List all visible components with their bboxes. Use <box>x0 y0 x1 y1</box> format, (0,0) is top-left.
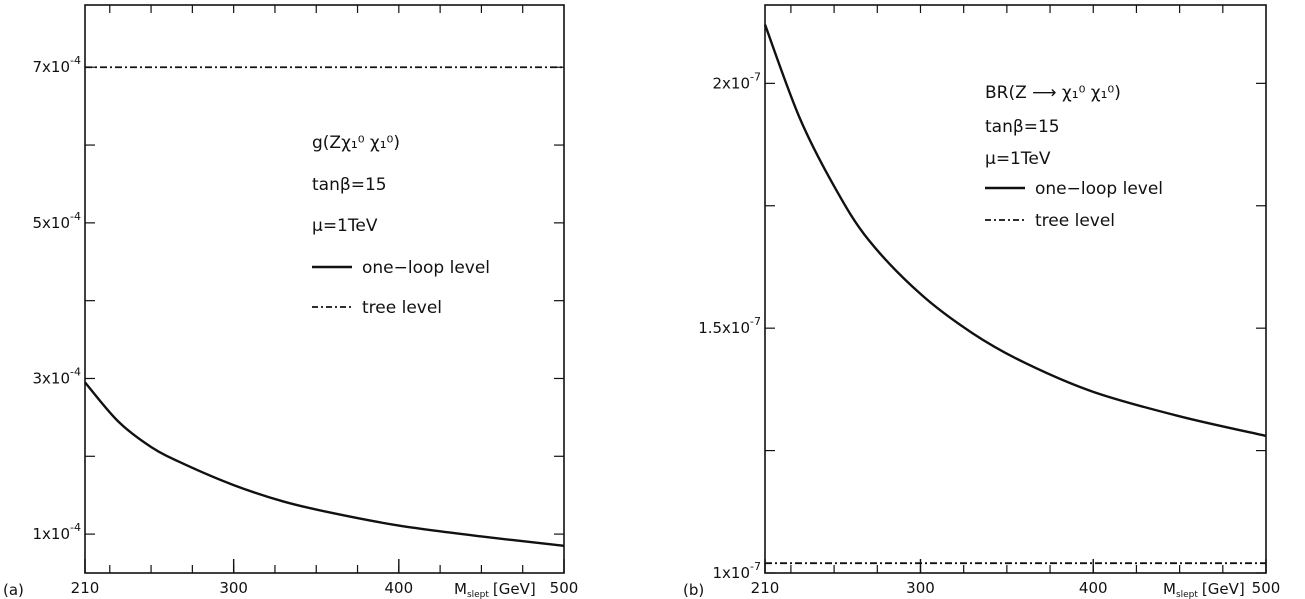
x-tick-label-b: 400 <box>1079 579 1108 597</box>
legend-entry-oneloop-b: one−loop level <box>1035 179 1163 199</box>
legend-entry-tree-b: tree level <box>1035 211 1115 231</box>
x-axis-title-a: Mslept [GeV] <box>454 580 536 599</box>
legend-a: g(Zχ₁⁰ χ₁⁰) tanβ=15 μ=1TeV one−loop leve… <box>312 133 490 318</box>
series-a <box>84 66 565 547</box>
x-tick-label-b: 300 <box>906 579 935 597</box>
legend-line-mu-a: μ=1TeV <box>312 216 378 236</box>
y-tick-label-a: 5x10-4 <box>33 210 81 232</box>
panel-a: 210 300 400 500 1x10-4 3x10-4 5x10-4 7x10-4 (a)… <box>3 4 579 599</box>
legend-line-mu-b: μ=1TeV <box>985 149 1051 169</box>
series-b <box>763 24 1267 565</box>
y-tick-label-b: 1x10-7 <box>713 560 761 582</box>
x-tick-label-a: 500 <box>550 579 579 597</box>
panel-label-b: (b) <box>683 581 704 599</box>
legend-title-b: BR(Z ⟶ χ₁⁰ χ₁⁰) <box>985 83 1121 103</box>
y-tick-label-b: 2x10-7 <box>713 70 761 92</box>
legend-entry-tree-a: tree level <box>362 298 442 318</box>
legend-entry-oneloop-a: one−loop level <box>362 258 490 278</box>
x-tick-label-a: 210 <box>71 579 100 597</box>
ticks-b: 210 300 400 500 1x10-7 1.5x10-7 2x10-7 <box>698 5 1280 597</box>
panel-b: 210 300 400 500 1x10-7 1.5x10-7 2x10-7 (b) Msl… <box>683 4 1280 599</box>
ticks-a: 210 300 400 500 1x10-4 3x10-4 5x10-4 7x10-4 <box>33 5 579 597</box>
plot-frame-b <box>764 4 1267 574</box>
x-tick-label-b: 210 <box>751 579 780 597</box>
panel-label-a: (a) <box>3 581 24 599</box>
legend-line-tanb-b: tanβ=15 <box>985 117 1060 137</box>
legend-line-tanb-a: tanβ=15 <box>312 175 387 195</box>
y-tick-label-a: 1x10-4 <box>33 521 81 543</box>
x-tick-label-a: 400 <box>385 579 414 597</box>
one-loop-line-a <box>84 381 565 547</box>
y-tick-label-a: 3x10-4 <box>33 365 81 387</box>
x-tick-label-b: 500 <box>1252 579 1281 597</box>
plot-frame-a <box>84 4 565 574</box>
one-loop-line-b <box>763 24 1267 438</box>
y-tick-label-a: 7x10-4 <box>33 54 81 76</box>
x-axis-title-b: Mslept [GeV] <box>1163 580 1245 599</box>
legend-b: BR(Z ⟶ χ₁⁰ χ₁⁰) tanβ=15 μ=1TeV one−loop … <box>985 83 1163 231</box>
y-tick-label-b: 1.5x10-7 <box>698 315 761 337</box>
legend-title-a: g(Zχ₁⁰ χ₁⁰) <box>312 133 400 153</box>
x-tick-label-a: 300 <box>219 579 248 597</box>
